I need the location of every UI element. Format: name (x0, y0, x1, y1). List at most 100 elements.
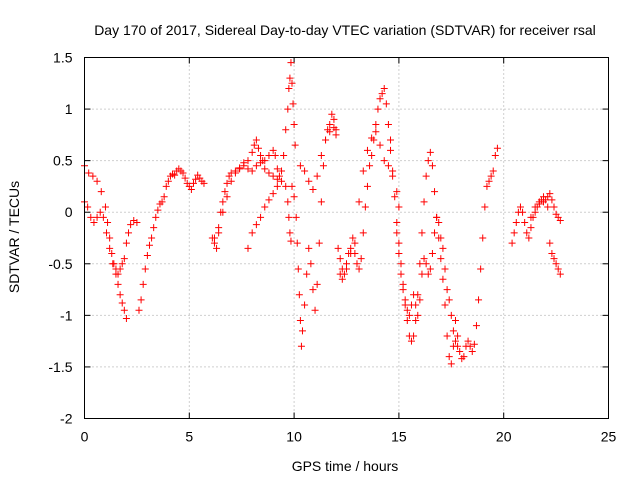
data-points (81, 59, 564, 368)
series-track-j (336, 128, 403, 283)
data-point (287, 237, 295, 245)
data-point (372, 121, 380, 129)
data-point (236, 164, 244, 172)
data-point (252, 136, 260, 144)
data-point (252, 162, 260, 170)
data-point (334, 244, 342, 252)
y-tick-label: -1.5 (48, 359, 72, 375)
data-point (460, 353, 468, 361)
data-point (535, 200, 543, 208)
data-point (376, 95, 384, 103)
data-point (84, 203, 92, 211)
data-point (162, 182, 170, 190)
data-point (135, 306, 143, 314)
data-point (435, 219, 443, 227)
data-point (374, 105, 382, 113)
data-point (393, 188, 401, 196)
data-point (120, 306, 128, 314)
data-point (319, 162, 327, 170)
data-point (273, 165, 281, 173)
data-point (395, 203, 403, 211)
data-point (330, 115, 338, 123)
data-point (112, 270, 120, 278)
data-point (210, 234, 218, 242)
data-point (99, 213, 107, 221)
data-point (116, 291, 124, 299)
x-tick-label: 0 (81, 429, 89, 445)
data-point (456, 347, 464, 355)
data-point (96, 208, 104, 216)
data-point (405, 311, 413, 319)
data-point (439, 275, 447, 283)
axis-ticks: 0 5 10 15 20 25 -2 -1.5 -1 -0.5 0 0.5 1 1.5 (48, 50, 616, 445)
data-point (516, 203, 524, 211)
data-point (143, 252, 151, 260)
data-point (101, 203, 109, 211)
data-point (424, 270, 432, 278)
data-point (307, 260, 315, 268)
chart-title: Day 170 of 2017, Sidereal Day-to-day VTE… (94, 22, 596, 38)
data-point (527, 224, 535, 232)
data-point (269, 146, 277, 154)
data-point (87, 213, 95, 221)
data-point (152, 213, 160, 221)
data-point (443, 332, 451, 340)
data-point (548, 249, 556, 257)
data-point (416, 260, 424, 268)
data-point (508, 239, 516, 247)
data-point (447, 360, 455, 368)
data-point (387, 146, 395, 154)
data-point (104, 219, 112, 227)
data-point (280, 151, 288, 159)
data-point (403, 306, 411, 314)
data-point (313, 280, 321, 288)
data-point (305, 244, 313, 252)
data-point (399, 286, 407, 294)
data-point (523, 229, 531, 237)
data-point (227, 177, 235, 185)
data-point (148, 234, 156, 242)
data-point (275, 172, 283, 180)
data-point (139, 280, 147, 288)
data-point (412, 317, 420, 325)
data-point (431, 188, 439, 196)
data-point (118, 260, 126, 268)
data-point (89, 172, 97, 180)
x-tick-label: 15 (391, 429, 407, 445)
data-point (397, 270, 405, 278)
data-point (326, 121, 334, 129)
data-point (141, 265, 149, 273)
data-point (116, 265, 124, 273)
data-point (330, 124, 338, 132)
data-point (378, 90, 386, 98)
data-point (273, 182, 281, 190)
data-point (443, 286, 451, 294)
data-point (282, 182, 290, 190)
data-point (451, 337, 459, 345)
data-point (363, 182, 371, 190)
data-point (454, 342, 462, 350)
data-point (393, 219, 401, 227)
data-point (416, 296, 424, 304)
data-point (359, 167, 367, 175)
data-point (289, 100, 297, 108)
data-point (293, 239, 301, 247)
data-point (464, 337, 472, 345)
data-point (328, 110, 336, 118)
data-point (261, 157, 269, 165)
data-point (133, 219, 141, 227)
data-point (187, 186, 195, 194)
data-point (108, 249, 116, 257)
data-point (351, 239, 359, 247)
data-point (171, 171, 179, 179)
series-track-h (296, 124, 340, 194)
data-point (269, 172, 277, 180)
data-point (451, 317, 459, 325)
data-point (531, 203, 539, 211)
data-point (355, 265, 363, 273)
y-tick-label: 0 (65, 204, 73, 220)
data-point (301, 301, 309, 309)
series-track-m (508, 190, 564, 247)
